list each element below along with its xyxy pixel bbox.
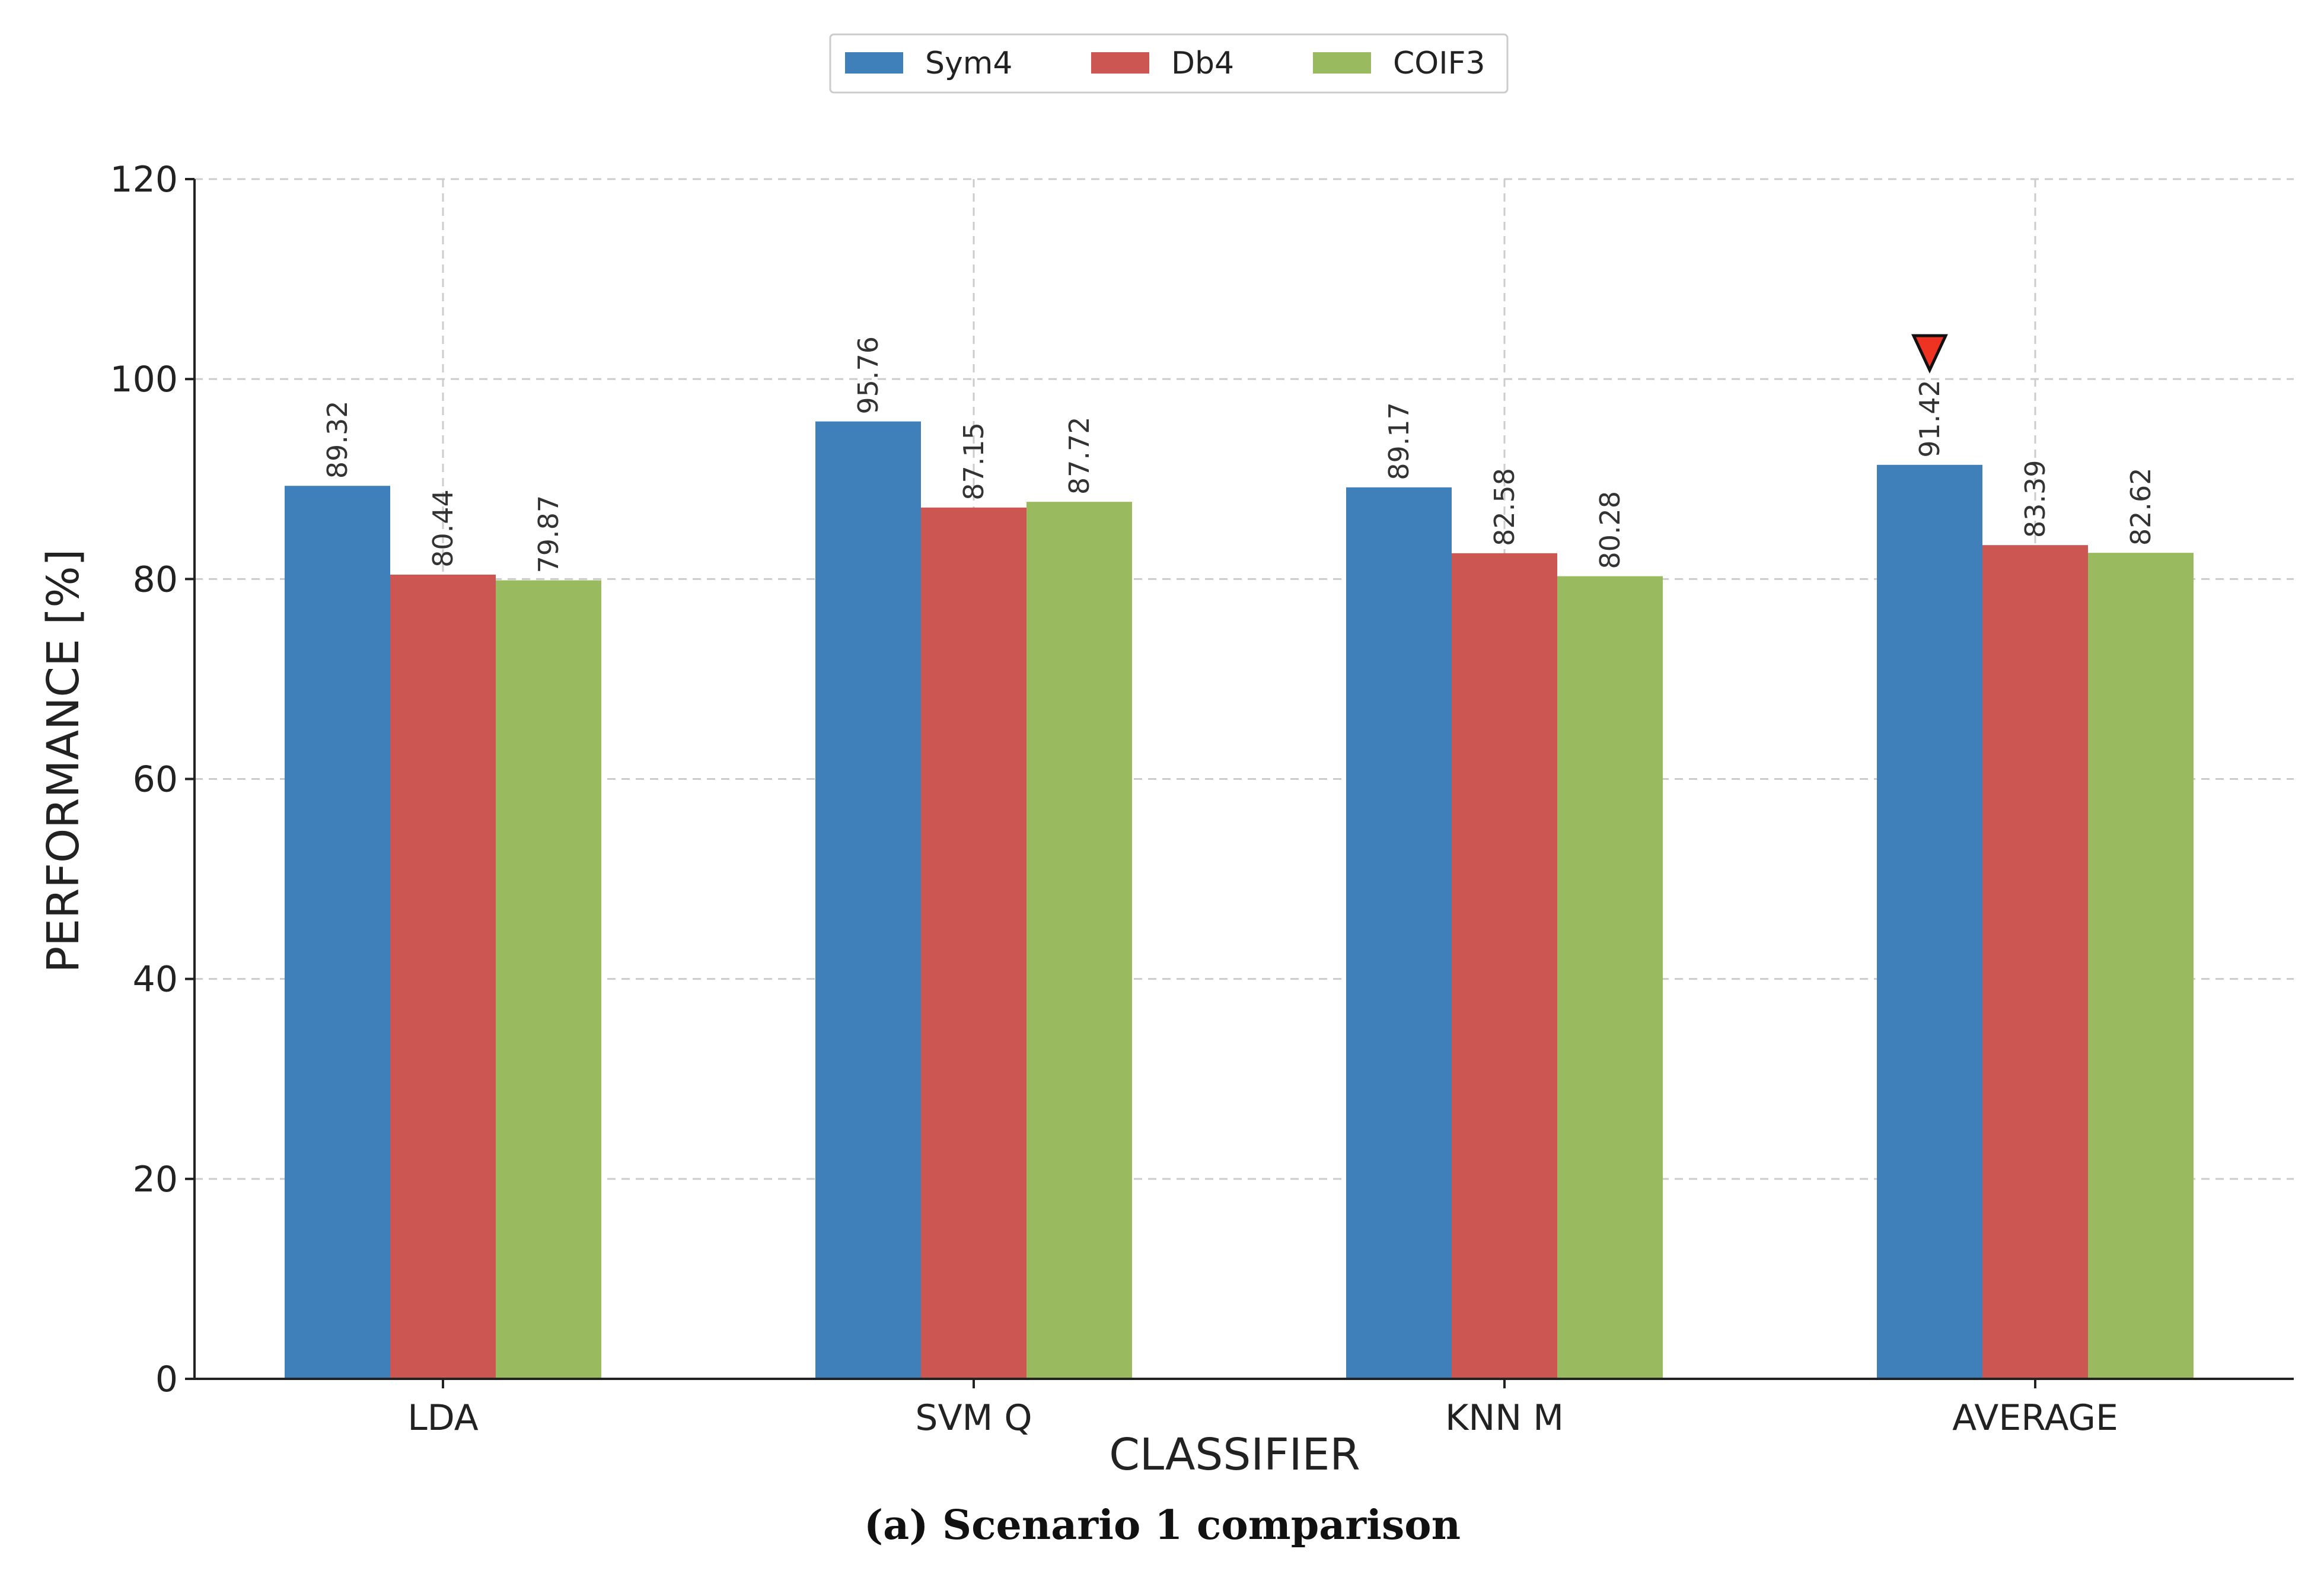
bar-value-label: 79.87 (533, 495, 565, 573)
bar-sym4-knn-m (1346, 487, 1452, 1379)
highlight-marker (1911, 334, 1948, 374)
legend-swatch-sym4 (845, 52, 903, 74)
figure-caption: (a) Scenario 1 comparison (864, 1502, 1461, 1549)
bar-value-label: 80.28 (1594, 491, 1626, 569)
x-tick-label: KNN M (1445, 1397, 1564, 1439)
bar-value-label: 83.39 (2019, 460, 2051, 538)
bar-value-label: 91.42 (1914, 380, 1946, 458)
x-axis-title: CLASSIFIER (1109, 1429, 1360, 1480)
y-tick-label: 100 (110, 359, 178, 400)
bar-coif3-lda (496, 580, 601, 1379)
highlight-triangle-marker (1911, 334, 1948, 374)
bar-db4-lda (390, 574, 496, 1379)
legend-label-db4: Db4 (1171, 46, 1234, 81)
bar-sym4-svm-q (815, 421, 921, 1379)
y-tick-label: 60 (133, 759, 178, 801)
tick-labels: 0 20 40 60 80 100 120 LDA SVM Q KNN M AVERAGE (110, 159, 2118, 1439)
bar-value-label: 82.58 (1488, 468, 1520, 546)
y-tick-label: 80 (133, 559, 178, 600)
x-tick-label: AVERAGE (1952, 1397, 2118, 1439)
bar-value-label: 89.17 (1383, 402, 1415, 480)
legend-swatch-db4 (1091, 52, 1149, 74)
y-tick-label: 120 (110, 159, 178, 200)
bar-value-label: 82.62 (2125, 467, 2157, 546)
bar-value-label: 89.32 (321, 401, 353, 479)
bar-value-label: 87.72 (1063, 416, 1095, 495)
legend: Sym4 Db4 COIF3 (829, 33, 1509, 94)
axes (185, 178, 2294, 1388)
y-tick-label: 40 (133, 959, 178, 1000)
legend-label-sym4: Sym4 (925, 46, 1013, 81)
bar-coif3-knn-m (1557, 576, 1663, 1379)
x-tick-label: SVM Q (915, 1397, 1032, 1439)
bar-db4-svm-q (921, 507, 1026, 1379)
bar-value-label: 87.15 (958, 422, 990, 501)
x-tick-label: LDA (407, 1397, 479, 1439)
y-tick-label: 0 (155, 1359, 178, 1400)
bars (285, 421, 2194, 1379)
bar-value-label: 80.44 (427, 489, 459, 568)
bar-coif3-average (2088, 553, 2194, 1379)
bar-coif3-svm-q (1026, 502, 1132, 1379)
bar-sym4-lda (285, 486, 390, 1379)
legend-label-coif3: COIF3 (1393, 46, 1485, 81)
legend-frame (829, 33, 1509, 94)
legend-swatch-coif3 (1313, 52, 1371, 74)
bar-db4-average (1982, 545, 2088, 1379)
bar-value-label: 95.76 (852, 336, 884, 415)
bar-db4-knn-m (1452, 553, 1557, 1379)
y-axis-title: PERFORMANCE [%] (38, 549, 89, 973)
y-tick-label: 20 (133, 1159, 178, 1200)
bar-sym4-average (1877, 464, 1982, 1379)
data-labels: 89.32 95.76 89.17 91.42 80.44 87.15 82.58 83.39… (321, 336, 2157, 573)
